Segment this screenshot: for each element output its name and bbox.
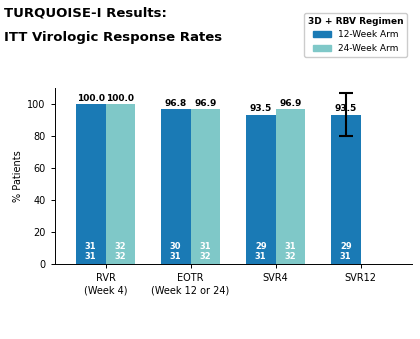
Text: TURQUOISE-I: Safety and Efficacy of ABT-450/r/Ombitasvir, Dasabuvir, and Ribavir: TURQUOISE-I: Safety and Efficacy of ABT-… (4, 311, 381, 326)
Text: 96.9: 96.9 (279, 99, 302, 107)
Text: 100.0: 100.0 (107, 94, 134, 103)
Text: 31
32: 31 32 (285, 242, 296, 261)
Text: 30
31: 30 31 (170, 242, 181, 261)
Text: 93.5: 93.5 (335, 104, 357, 113)
Text: 96.8: 96.8 (165, 99, 187, 108)
Text: ITT Virologic Response Rates: ITT Virologic Response Rates (4, 31, 222, 43)
Text: 93.5: 93.5 (249, 104, 272, 113)
Bar (76, 104, 105, 264)
Text: 32
32: 32 32 (115, 242, 126, 261)
Bar (276, 109, 305, 264)
Text: TURQUOISE-I Results:: TURQUOISE-I Results: (4, 7, 167, 20)
Text: 31
32: 31 32 (200, 242, 211, 261)
Text: 31
31: 31 31 (85, 242, 97, 261)
Legend: 12-Week Arm, 24-Week Arm: 12-Week Arm, 24-Week Arm (304, 13, 407, 57)
Bar (331, 115, 361, 264)
Text: 29
31: 29 31 (255, 242, 267, 261)
Text: 29
31: 29 31 (340, 242, 352, 261)
Bar (191, 109, 220, 264)
Text: 100.0: 100.0 (77, 94, 105, 103)
Y-axis label: % Patients: % Patients (13, 151, 23, 202)
Bar (105, 104, 135, 264)
Bar (246, 115, 276, 264)
Text: 96.9: 96.9 (194, 99, 217, 107)
Bar (161, 109, 191, 264)
